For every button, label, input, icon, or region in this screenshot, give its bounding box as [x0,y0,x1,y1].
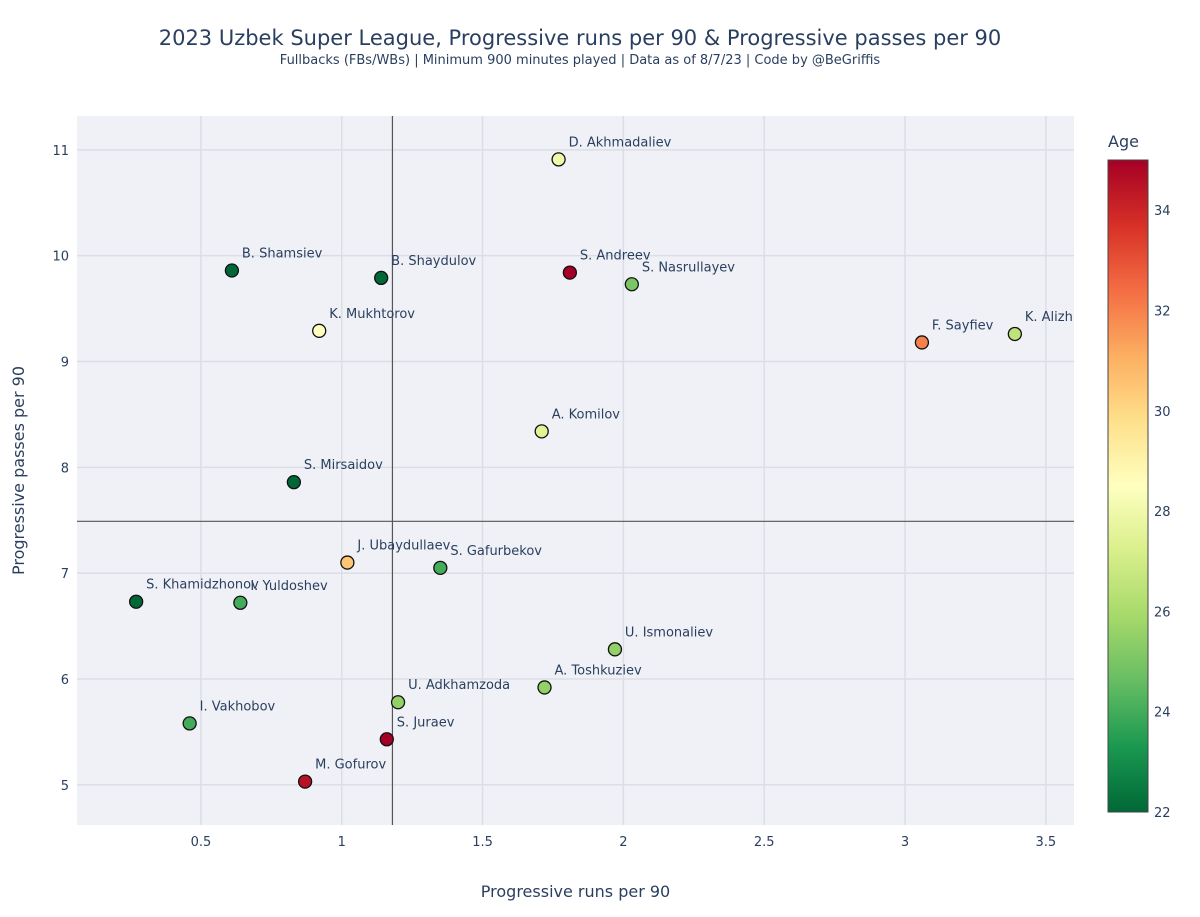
data-point [297,774,313,789]
x-axis-ticks: 0.5 1 1.5 2 2.5 3 3.5 [191,835,1057,850]
colorbar-tick-label: 22 [1154,806,1171,821]
y-tick-label: 8 [61,461,69,476]
data-point [312,323,327,338]
data-point [390,695,406,710]
data-point-label: B. Shaydulov [391,254,476,269]
colorbar-tick-label: 28 [1154,505,1171,520]
data-point [433,560,448,576]
y-tick-label: 7 [61,567,69,582]
data-point [562,265,578,280]
x-tick-label: 1.5 [472,835,493,850]
data-point-label: S. Nasrullayev [642,260,735,275]
data-point-label: B. Shamsiev [242,246,323,261]
x-axis-label: Progressive runs per 90 [481,882,670,901]
plot-area [77,116,1074,825]
data-point [340,555,355,570]
grid-lines [77,116,1074,825]
reference-lines [77,116,1074,825]
data-point-label: U. Ismonaliev [625,625,713,640]
y-tick-label: 10 [52,250,69,265]
y-tick-label: 11 [52,144,69,159]
data-point [551,152,566,167]
colorbar-ticks: 22 24 26 28 30 32 34 [1154,204,1171,821]
data-point [914,335,930,350]
data-point-label: U. Adkhamzoda [408,678,510,693]
data-point [374,270,389,286]
x-tick-label: 0.5 [191,835,212,850]
data-point [233,595,248,610]
colorbar-tick-label: 34 [1154,204,1171,219]
data-point [182,716,197,731]
data-point [224,263,240,278]
data-point-label: S. Mirsaidov [304,458,383,473]
chart-title: 2023 Uzbek Super League, Progressive run… [158,26,1002,50]
data-point [379,732,394,747]
y-axis-label: Progressive passes per 90 [9,366,28,575]
data-point-label: A. Toshkuziev [555,663,642,678]
data-point [534,424,549,439]
colorbar-tick-label: 24 [1154,706,1171,721]
y-tick-label: 5 [61,779,69,794]
data-points: D. Akhmadaliev B. Shamsiev B. Shaydulov S. … [128,135,1073,789]
x-tick-label: 2 [619,835,627,850]
data-point [537,680,552,695]
y-tick-label: 9 [61,356,69,371]
x-tick-label: 3 [901,835,909,850]
colorbar-tick-label: 30 [1154,405,1171,420]
colorbar-tick-label: 32 [1154,304,1171,319]
chart-subtitle: Fullbacks (FBs/WBs) | Minimum 900 minute… [279,53,881,68]
data-point-label: I. Yuldoshev [250,579,328,594]
colorbar-tick-label: 26 [1154,605,1171,620]
x-tick-label: 1 [338,835,346,850]
colorbar-title: Age [1108,132,1139,151]
data-point-label: D. Akhmadaliev [569,135,672,150]
data-point-label: A. Komilov [552,407,621,422]
data-point [1007,326,1023,342]
colorbar: Age 22 24 26 28 30 32 34 [1107,132,1171,821]
data-point-label: S. Khamidzhonov [146,578,259,593]
data-point-label: S. Gafurbekov [450,544,542,559]
data-point-label: F. Sayfiev [932,318,994,333]
data-point-label: K. Mukhtorov [329,307,415,322]
y-axis-ticks: 5 6 7 8 9 10 11 [52,144,69,794]
data-point [624,277,639,292]
data-point-label: S. Andreev [580,249,651,264]
data-point [286,474,302,490]
colorbar-gradient [1107,159,1149,813]
data-point-label: K. Alizh [1025,310,1073,325]
x-tick-label: 3.5 [1035,835,1056,850]
data-point [607,642,623,657]
y-tick-label: 6 [61,673,69,688]
data-point-label: M. Gofurov [315,758,386,773]
data-point-label: S. Juraev [397,715,455,730]
data-point-label: J. Ubaydullaev [356,539,450,554]
x-tick-label: 2.5 [754,835,775,850]
data-point-label: I. Vakhobov [200,699,276,714]
data-point [128,594,144,609]
